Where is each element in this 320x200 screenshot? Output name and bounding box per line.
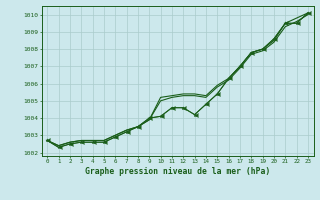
X-axis label: Graphe pression niveau de la mer (hPa): Graphe pression niveau de la mer (hPa) bbox=[85, 167, 270, 176]
